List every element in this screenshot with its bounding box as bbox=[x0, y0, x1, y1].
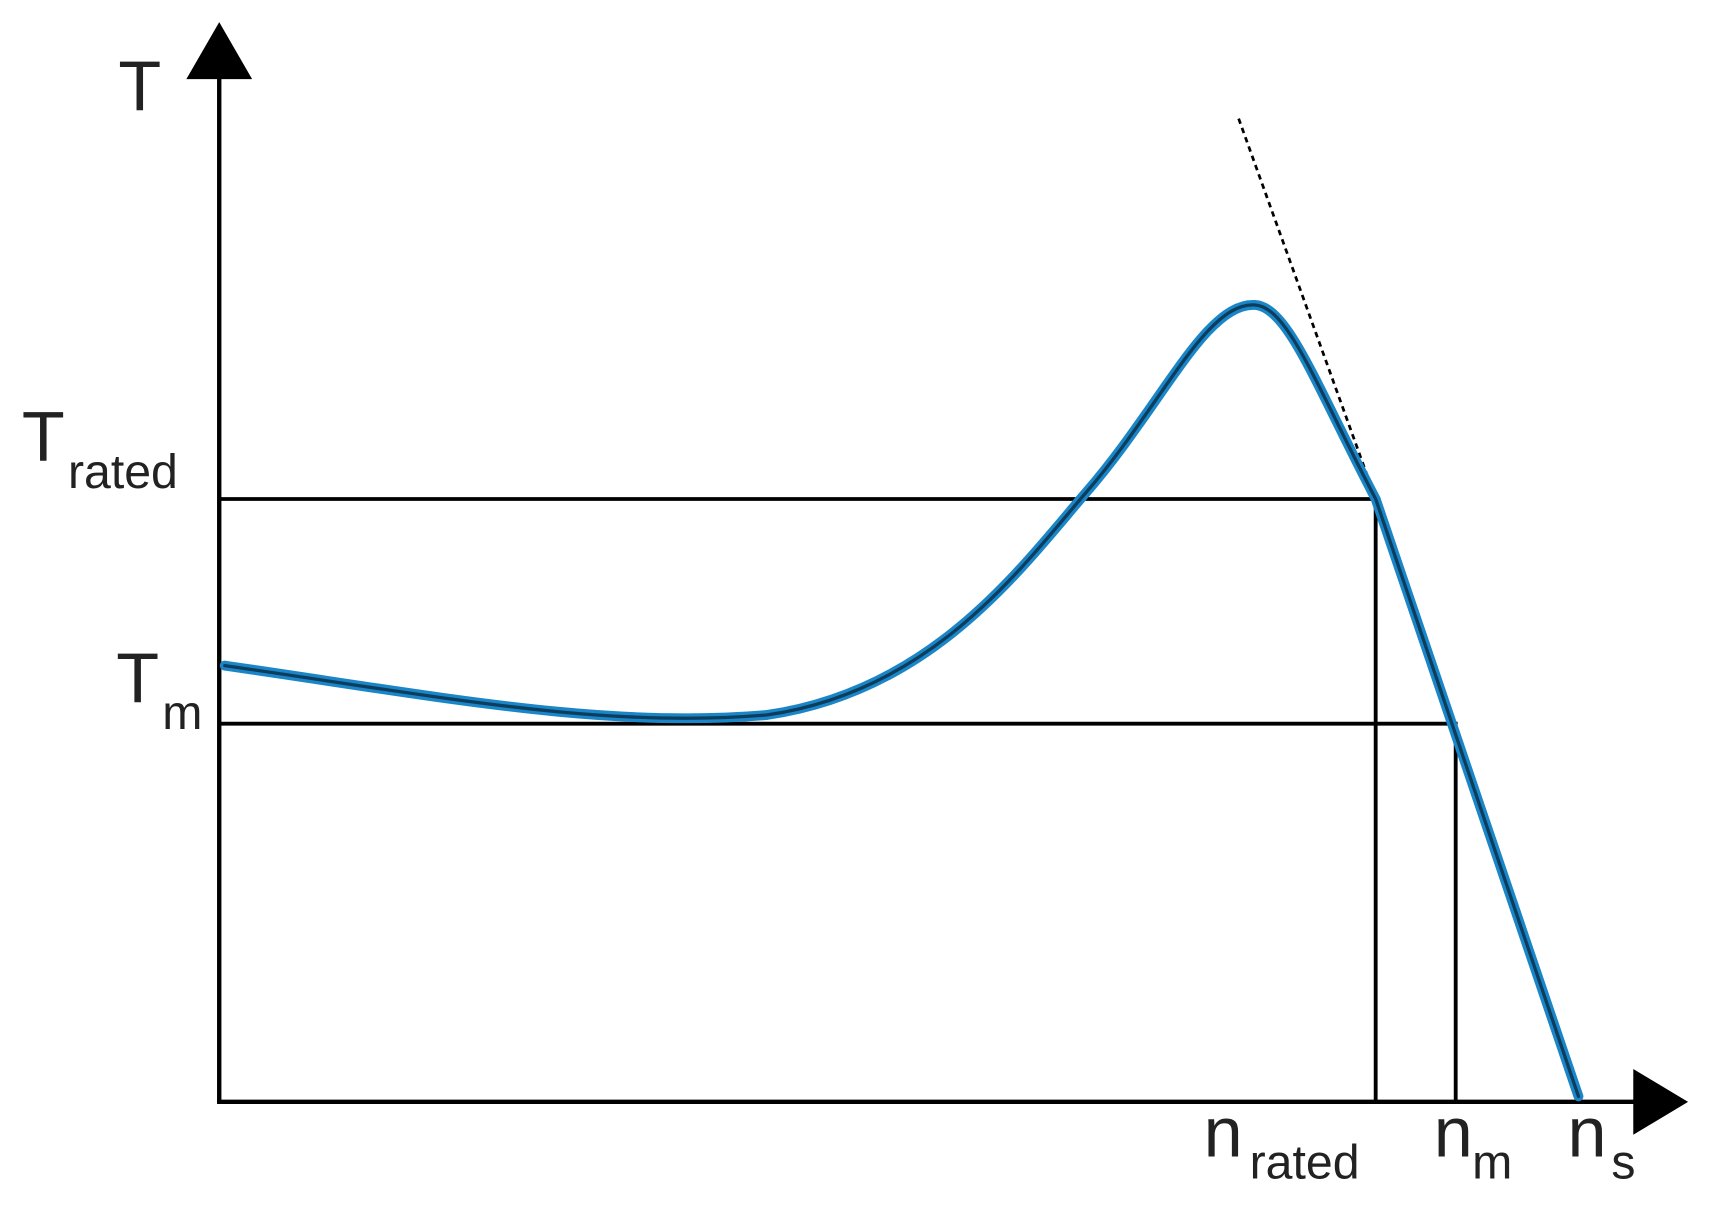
n-m-subscript: m bbox=[1472, 1136, 1512, 1190]
n-rated-subscript: rated bbox=[1250, 1136, 1360, 1190]
tangent-line bbox=[1237, 118, 1377, 500]
t-m-subscript: m bbox=[162, 686, 202, 740]
torque-curve-core bbox=[223, 303, 1581, 1099]
n-s-symbol: n bbox=[1568, 1093, 1607, 1172]
rated-guide bbox=[219, 497, 1378, 1102]
n-rated-symbol: n bbox=[1204, 1093, 1243, 1172]
t-m-symbol: T bbox=[116, 638, 159, 717]
y-axis-arrow bbox=[186, 22, 253, 80]
y-axis-label: T bbox=[118, 46, 161, 125]
t-rated-subscript: rated bbox=[68, 445, 178, 499]
t-rated-symbol: T bbox=[22, 397, 65, 476]
m-guide bbox=[219, 721, 1458, 1102]
n-m-symbol: n bbox=[1434, 1093, 1473, 1172]
x-axis-arrow bbox=[1633, 1068, 1689, 1135]
n-s-subscript: s bbox=[1611, 1136, 1635, 1190]
